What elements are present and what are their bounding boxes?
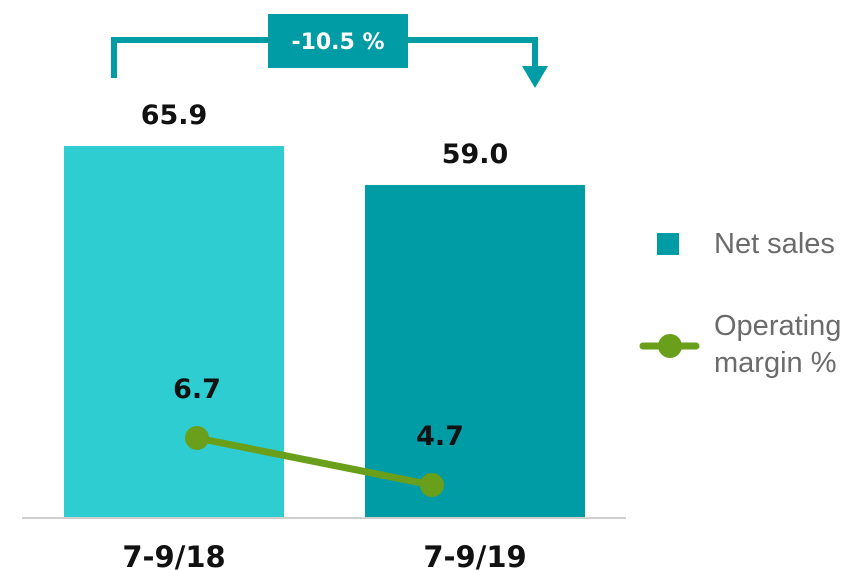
down-arrow-icon <box>522 66 548 88</box>
category-label: 7-9/19 <box>423 540 526 570</box>
bar-value-label: 59.0 <box>442 139 509 170</box>
legend-net-sales-swatch <box>657 233 679 255</box>
legend-net-sales-label: Net sales <box>714 228 835 260</box>
change-indicator: -10.5 % <box>111 14 548 88</box>
category-label: 7-9/18 <box>122 540 225 570</box>
line-value-label: 6.7 <box>173 374 221 405</box>
operating-margin-point <box>185 426 209 450</box>
change-label: -10.5 % <box>291 30 384 55</box>
legend-operating-label-line2: margin % <box>714 347 837 379</box>
bar-7-9-19 <box>365 184 585 518</box>
legend: Net sales Operating margin % <box>639 228 841 379</box>
bar-7-9-18 <box>64 146 284 518</box>
change-badge <box>268 14 408 68</box>
legend-operating-label-line1: Operating <box>714 310 841 342</box>
operating-margin-point <box>420 473 444 497</box>
line-value-label: 4.7 <box>416 421 464 452</box>
operating-margin-line <box>193 434 436 489</box>
legend-operating-swatch-point <box>658 334 682 358</box>
bar-value-label: 65.9 <box>141 100 208 131</box>
